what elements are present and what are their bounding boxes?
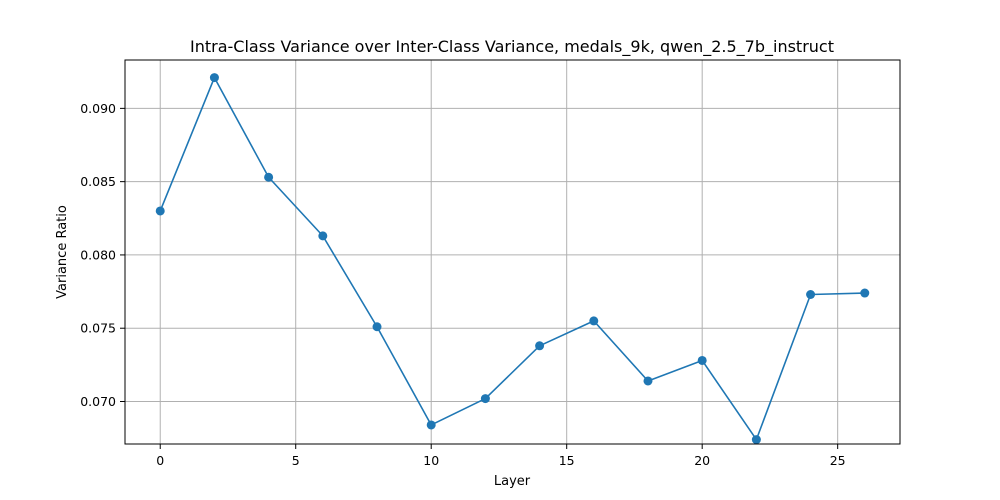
data-point: [697, 355, 707, 365]
data-point: [535, 341, 545, 351]
data-point: [589, 316, 599, 326]
data-point: [155, 206, 165, 216]
y-axis-label: Variance Ratio: [55, 205, 70, 299]
series-line: [159, 76, 865, 441]
data-point: [751, 435, 761, 445]
data-point: [426, 420, 436, 430]
data-point: [480, 394, 490, 404]
x-tick-label: 25: [830, 453, 846, 468]
data-point: [643, 376, 653, 386]
x-tick-label: 10: [423, 453, 439, 468]
data-point: [209, 73, 219, 83]
y-tick-label: 0.090: [80, 101, 116, 116]
data-point: [860, 288, 870, 298]
x-axis-label: Layer: [494, 474, 531, 489]
chart-title: Intra-Class Variance over Inter-Class Va…: [190, 37, 834, 57]
y-tick-label: 0.080: [80, 247, 116, 262]
x-tick-label: 15: [559, 453, 575, 468]
y-tick-label: 0.085: [80, 174, 116, 189]
data-point: [372, 322, 382, 332]
data-point: [806, 290, 816, 300]
x-tick-label: 5: [292, 453, 300, 468]
grid: [125, 60, 900, 444]
x-tick-label: 0: [156, 453, 164, 468]
data-point: [264, 172, 274, 182]
y-tick-label: 0.070: [80, 394, 116, 409]
y-tick-label: 0.075: [80, 321, 116, 336]
series-layer: [155, 73, 870, 445]
plot-frame: [124, 59, 901, 445]
data-point: [318, 231, 328, 241]
axis-ticks: 0 5 10 15 20 25 0.070 0.075 0.080 0.085 0.090: [80, 101, 845, 468]
x-tick-label: 20: [694, 453, 710, 468]
